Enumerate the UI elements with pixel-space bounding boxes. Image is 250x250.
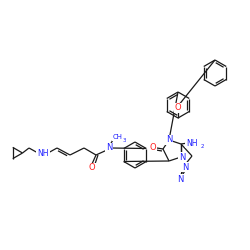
Text: O: O	[89, 164, 95, 172]
Text: N: N	[179, 152, 185, 162]
Text: NH: NH	[186, 138, 198, 147]
Text: N: N	[106, 144, 112, 152]
Text: 3: 3	[122, 138, 126, 142]
Text: N: N	[182, 162, 188, 172]
Text: N: N	[177, 174, 183, 184]
Text: N: N	[166, 136, 172, 144]
Text: O: O	[150, 144, 156, 152]
Text: NH: NH	[37, 148, 49, 158]
Text: O: O	[175, 104, 181, 112]
Text: 2: 2	[200, 144, 204, 148]
Text: CH: CH	[113, 134, 123, 140]
